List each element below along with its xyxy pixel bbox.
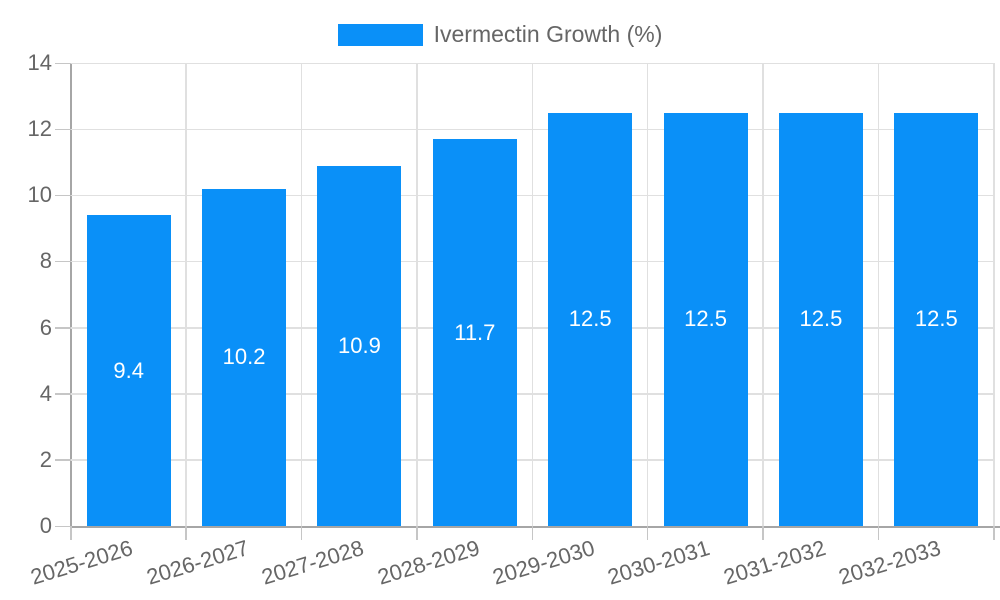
gridline-vertical bbox=[993, 63, 995, 526]
x-axis-tick-label: 2027-2028 bbox=[258, 535, 367, 590]
x-axis-tick bbox=[993, 526, 995, 540]
bar-2026-2027[interactable] bbox=[202, 188, 287, 526]
x-axis-tick-label: 2031-2032 bbox=[720, 535, 829, 590]
bar-2029-2030[interactable] bbox=[548, 112, 633, 526]
y-axis-tick bbox=[55, 128, 71, 131]
x-axis-tick bbox=[416, 526, 418, 540]
bar-2030-2031[interactable] bbox=[663, 112, 748, 526]
gridline-vertical bbox=[877, 63, 880, 526]
x-axis-tick-label: 2029-2030 bbox=[489, 535, 598, 590]
x-axis-tick bbox=[646, 526, 649, 540]
x-axis-tick-label: 2028-2029 bbox=[374, 535, 483, 590]
gridline-vertical bbox=[531, 63, 533, 526]
x-axis-tick-label: 2030-2031 bbox=[604, 535, 713, 590]
plot-area: 0 2 4 6 8 10 12 14 9.4 2025-2026 10.2 2026-2027 10.9… bbox=[28, 51, 1000, 590]
y-axis-tick bbox=[55, 62, 71, 64]
y-axis-tick bbox=[55, 525, 71, 527]
x-axis-tick bbox=[70, 526, 72, 540]
y-axis-tick bbox=[55, 327, 71, 329]
legend-swatch bbox=[337, 23, 423, 46]
x-axis-tick-label: 2025-2026 bbox=[28, 535, 136, 590]
y-axis-tick-label: 2 bbox=[39, 446, 52, 472]
x-axis-tick-label: 2026-2027 bbox=[143, 535, 252, 590]
x-axis-tick-label: 2032-2033 bbox=[835, 535, 944, 590]
gridline-vertical bbox=[416, 63, 418, 526]
bar-2032-2033[interactable] bbox=[894, 112, 979, 526]
x-axis-line bbox=[70, 526, 1000, 528]
bar-2031-2032[interactable] bbox=[778, 112, 863, 526]
y-axis-tick-label: 4 bbox=[39, 380, 52, 406]
y-axis-tick-label: 14 bbox=[27, 50, 52, 75]
gridline-vertical bbox=[300, 63, 303, 526]
y-axis-tick-label: 6 bbox=[39, 314, 52, 340]
x-axis-tick bbox=[531, 526, 533, 540]
chart-legend[interactable]: Ivermectin Growth (%) bbox=[0, 23, 1000, 46]
legend-label: Ivermectin Growth (%) bbox=[433, 21, 663, 47]
y-axis-line bbox=[70, 63, 72, 526]
y-axis-tick bbox=[55, 459, 71, 461]
gridline-vertical bbox=[185, 63, 187, 526]
y-axis-tick-label: 0 bbox=[39, 513, 52, 538]
bar-2027-2028[interactable] bbox=[317, 165, 402, 526]
y-axis-tick-label: 10 bbox=[27, 182, 52, 208]
bar-2025-2026[interactable] bbox=[86, 215, 171, 526]
y-axis-tick-label: 8 bbox=[39, 248, 52, 274]
y-axis-tick bbox=[55, 260, 71, 263]
x-axis-tick bbox=[185, 526, 187, 540]
x-axis-tick bbox=[877, 526, 880, 540]
y-axis-tick-label: 12 bbox=[27, 116, 52, 142]
x-axis-tick bbox=[300, 526, 303, 540]
gridline-vertical bbox=[646, 63, 649, 526]
y-axis-tick bbox=[55, 393, 71, 395]
y-axis-tick bbox=[55, 194, 71, 197]
bar-2028-2029[interactable] bbox=[432, 139, 517, 526]
x-axis-tick bbox=[762, 526, 764, 540]
gridline-vertical bbox=[762, 63, 764, 526]
